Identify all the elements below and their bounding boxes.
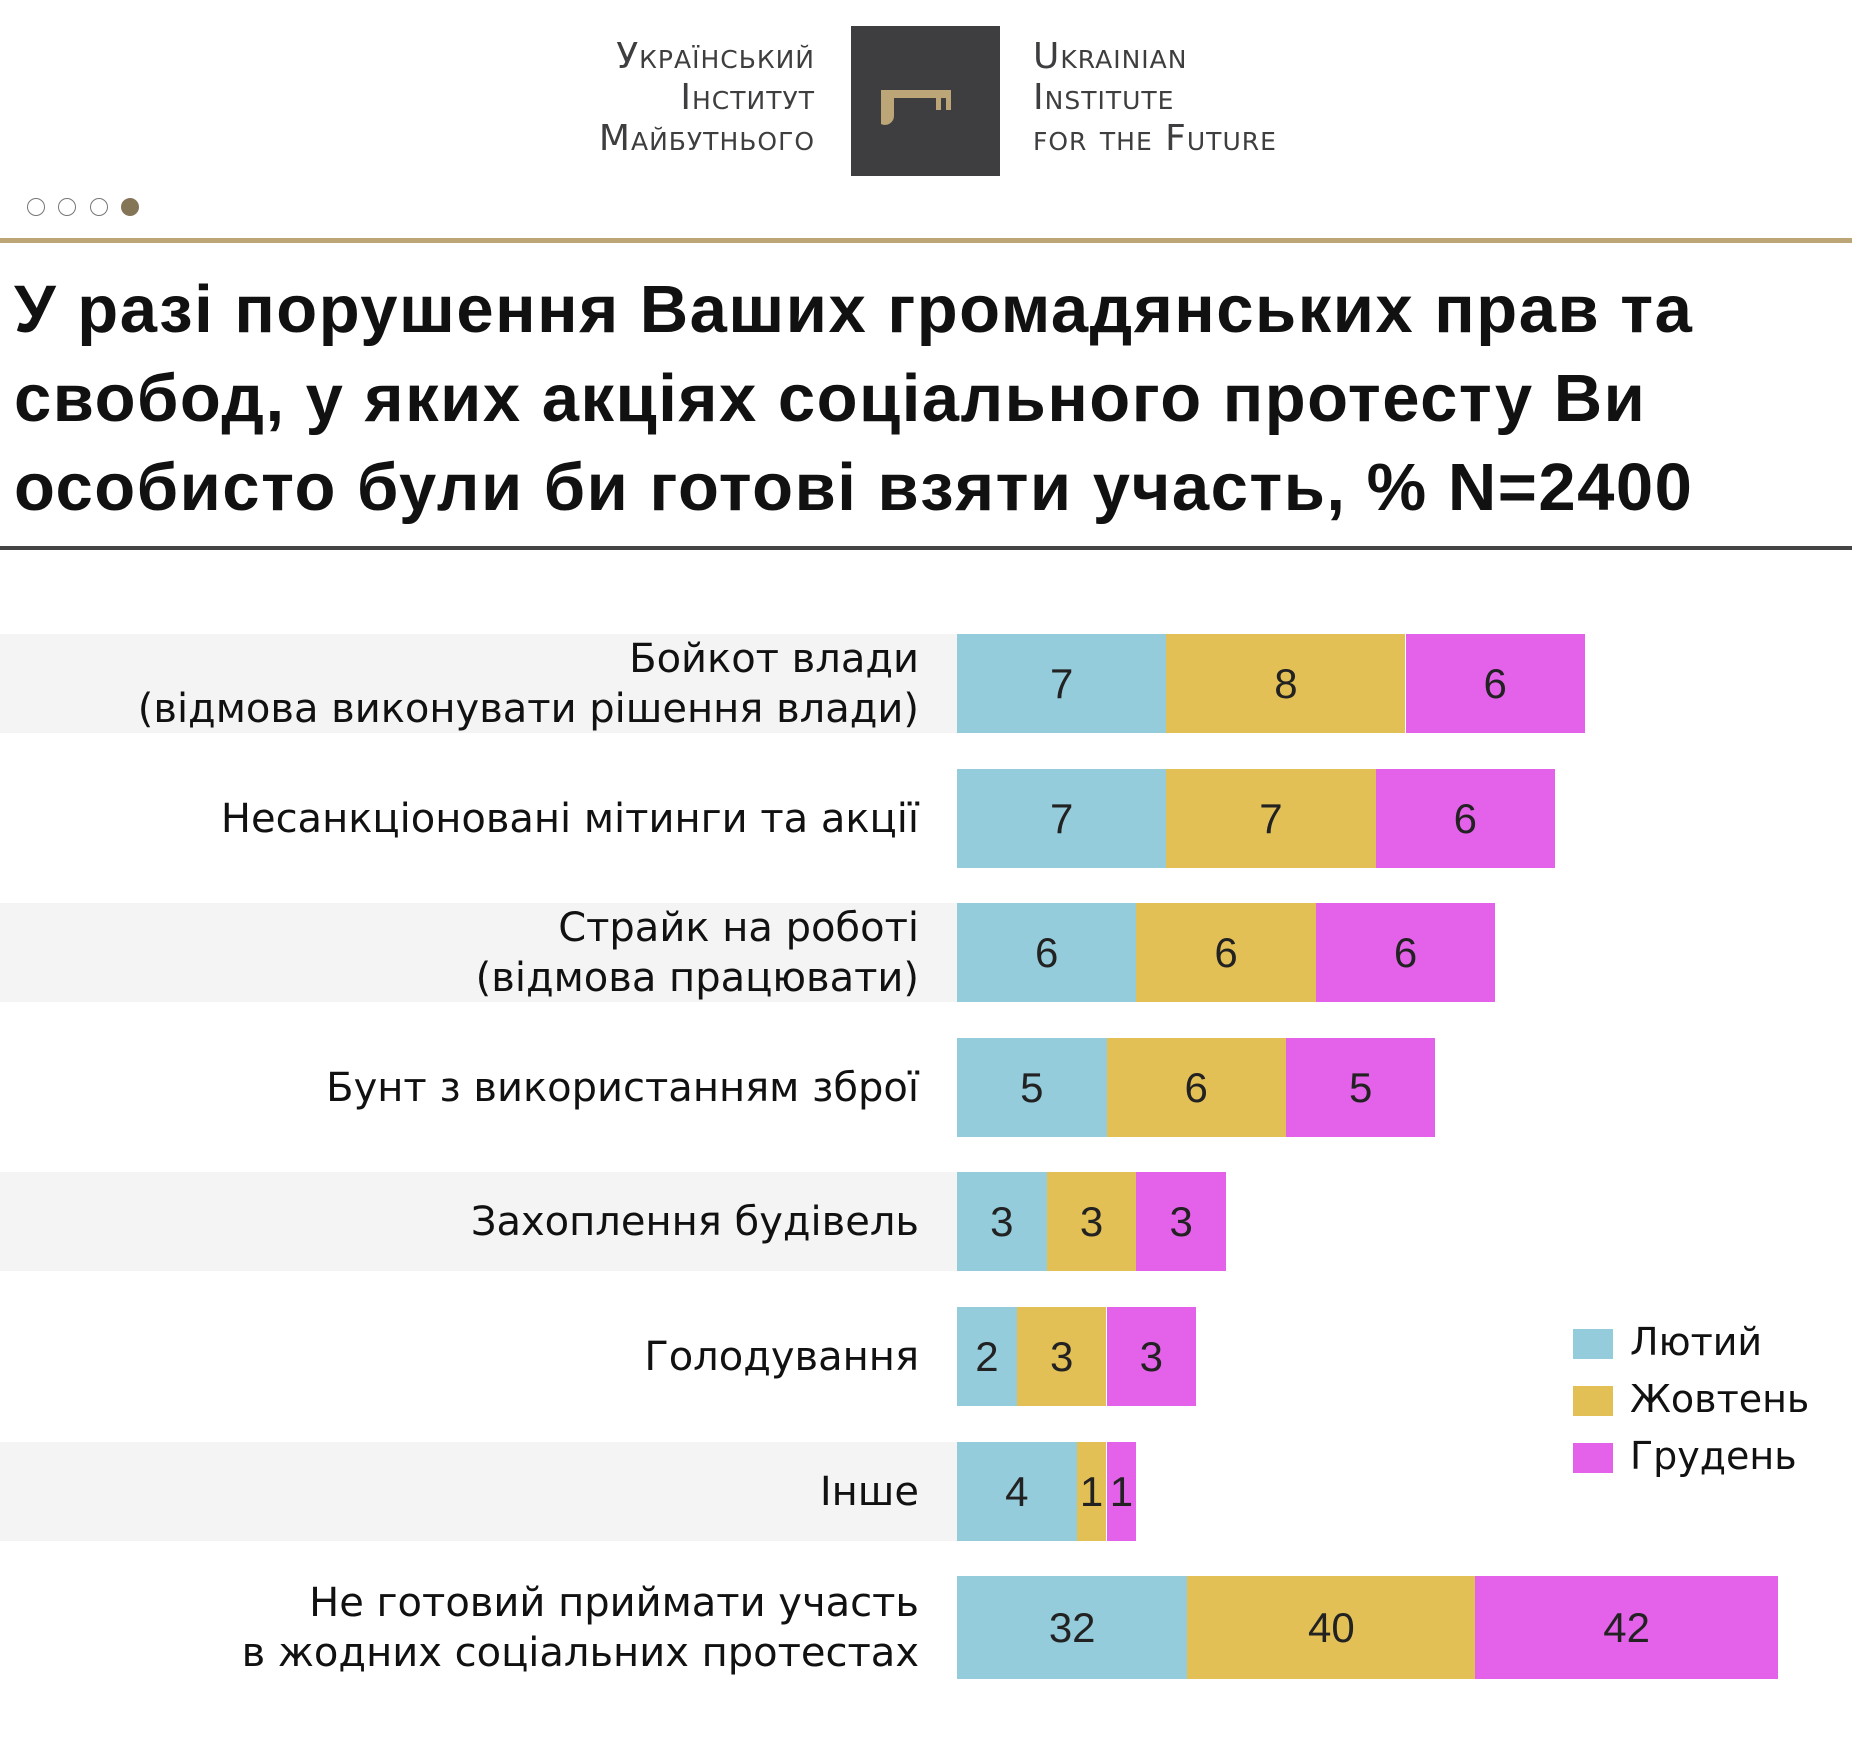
logo-mark <box>851 26 1000 176</box>
category-label-line: (відмова виконувати рішення влади) <box>137 685 919 732</box>
row-background <box>0 1442 957 1541</box>
bar-value-label: 5 <box>1020 1063 1044 1111</box>
bar-value-label: 3 <box>1169 1197 1193 1245</box>
category-label: Бойкот влади (відмова виконувати рішення … <box>138 634 919 733</box>
bar-value-label: 6 <box>1184 1063 1208 1111</box>
legend-swatch-hruden <box>1573 1443 1613 1473</box>
category-label: Захоплення будівель <box>471 1172 919 1271</box>
bar-segment: 6 <box>1375 769 1555 868</box>
logo-ua-line: Інститут <box>680 77 815 118</box>
category-label-line: Інше <box>819 1468 919 1515</box>
bar-segment: 4 <box>957 1442 1077 1541</box>
bar-value-label: 3 <box>990 1197 1014 1245</box>
logo-en-line: for the Future <box>1033 118 1277 159</box>
bar-segment: 3 <box>1136 1172 1227 1271</box>
bar-value-label: 4 <box>1005 1467 1029 1515</box>
row-background <box>0 1172 957 1271</box>
logo-text-en: Ukrainian Institute for the Future <box>1033 36 1277 159</box>
bar-value-label: 6 <box>1214 928 1238 976</box>
bar-segment: 8 <box>1166 634 1406 733</box>
bar-value-label: 1 <box>1079 1467 1104 1515</box>
bar-value-label: 1 <box>1109 1467 1134 1515</box>
bar-segment: 7 <box>957 769 1167 868</box>
bar-segment: 3 <box>957 1172 1047 1271</box>
bar-value-label: 6 <box>1393 928 1418 976</box>
bar-segment: 7 <box>1166 769 1376 868</box>
bar-value-label: 5 <box>1348 1063 1373 1111</box>
legend-swatch-zhovten <box>1573 1386 1613 1416</box>
bar-value-label: 3 <box>1079 1197 1104 1245</box>
bar-segment: 6 <box>1405 634 1585 733</box>
bar-value-label: 6 <box>1453 794 1477 842</box>
header-divider <box>0 238 1852 243</box>
bar-segment: 3 <box>1046 1172 1137 1271</box>
category-label: Не готовий приймати участь в жодних соціа… <box>242 1576 919 1679</box>
bar-segment: 6 <box>1106 1038 1286 1137</box>
category-label-line: Несанкціоновані мітинги та акції <box>220 795 919 842</box>
row-background <box>0 634 957 733</box>
category-label-line: Захоплення будівель <box>470 1198 919 1245</box>
bar-value-label: 40 <box>1308 1603 1355 1651</box>
pager-dot-4-active[interactable] <box>121 198 139 216</box>
pager-dot-1[interactable] <box>27 198 45 216</box>
category-label-line: (відмова працювати) <box>475 954 919 1001</box>
chart-title: У разі порушення Ваших громадянських пра… <box>14 272 1694 525</box>
category-label: Страйк на роботі (відмова працювати) <box>476 903 919 1002</box>
bar-segment: 7 <box>957 634 1167 733</box>
category-label: Інше <box>820 1442 919 1541</box>
category-label-line: в жодних соціальних протестах <box>241 1629 919 1676</box>
bar-value-label: 7 <box>1049 659 1074 707</box>
logo-ua-line: Майбутнього <box>598 118 815 159</box>
logo-ua-line: Український <box>616 36 815 77</box>
pager-dot-2[interactable] <box>58 198 76 216</box>
bar-segment: 1 <box>1106 1442 1137 1541</box>
key-icon <box>881 90 951 125</box>
bar-value-label: 2 <box>975 1332 999 1380</box>
logo-en-line: Institute <box>1033 77 1175 118</box>
category-label-line: Не готовий приймати участь <box>309 1579 919 1626</box>
bar-segment: 3 <box>1106 1307 1197 1406</box>
category-label-line: Страйк на роботі <box>558 904 919 951</box>
legend-label-hruden: Грудень <box>1630 1434 1797 1478</box>
bar-value-label: 3 <box>1049 1332 1074 1380</box>
bar-segment: 32 <box>957 1576 1188 1679</box>
bar-value-label: 42 <box>1603 1603 1650 1651</box>
legend-swatch-lutyi <box>1573 1329 1613 1359</box>
category-label: Бунт з використанням зброї <box>326 1038 919 1137</box>
bar-segment: 40 <box>1187 1576 1476 1679</box>
bar-value-label: 7 <box>1049 794 1074 842</box>
bar-segment: 6 <box>957 903 1137 1002</box>
legend-label-lutyi: Лютий <box>1630 1320 1763 1364</box>
bar-value-label: 3 <box>1139 1332 1164 1380</box>
category-label-line: Бунт з використанням зброї <box>326 1064 919 1111</box>
title-divider <box>0 546 1852 550</box>
bar-segment: 42 <box>1475 1576 1778 1679</box>
bar-segment: 2 <box>957 1307 1017 1406</box>
bar-segment: 5 <box>1285 1038 1436 1137</box>
category-label: Голодування <box>644 1307 919 1406</box>
bar-segment: 6 <box>1315 903 1496 1002</box>
bar-value-label: 7 <box>1259 794 1283 842</box>
bar-value-label: 6 <box>1483 659 1507 707</box>
bar-value-label: 8 <box>1274 659 1298 707</box>
row-background <box>0 903 957 1002</box>
bar-segment: 5 <box>957 1038 1107 1137</box>
logo-en-line: Ukrainian <box>1033 36 1188 77</box>
logo-text-ua: Український Інститут Майбутнього <box>599 36 815 159</box>
bar-segment: 6 <box>1136 903 1316 1002</box>
bar-value-label: 32 <box>1048 1603 1096 1651</box>
category-label-line: Бойкот влади <box>629 635 919 682</box>
bar-value-label: 6 <box>1035 928 1059 976</box>
bar-segment: 3 <box>1016 1307 1107 1406</box>
bar-segment: 1 <box>1076 1442 1107 1541</box>
category-label: Несанкціоновані мітинги та акції <box>221 769 919 868</box>
pager-dot-3[interactable] <box>90 198 108 216</box>
legend-label-zhovten: Жовтень <box>1630 1377 1810 1421</box>
category-label-line: Голодування <box>644 1333 919 1380</box>
